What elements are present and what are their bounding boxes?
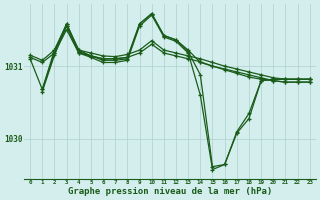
X-axis label: Graphe pression niveau de la mer (hPa): Graphe pression niveau de la mer (hPa): [68, 187, 272, 196]
